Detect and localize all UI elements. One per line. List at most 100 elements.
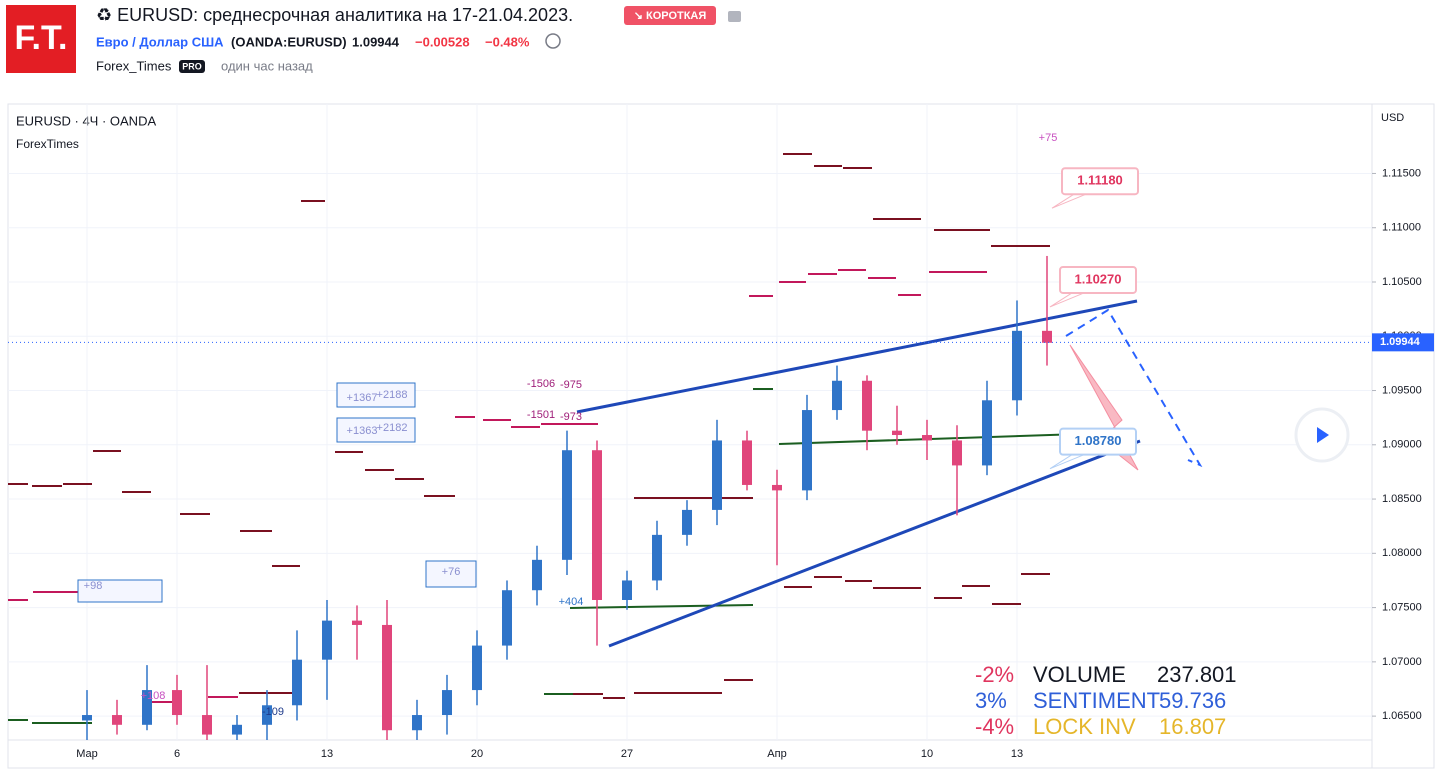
x-tick-label: 27 <box>621 748 633 760</box>
last-price-label: 1.09944 <box>1380 336 1421 348</box>
x-tick-label: Мар <box>76 748 98 760</box>
trend-line <box>608 439 1141 648</box>
candle-body <box>472 645 482 691</box>
logo-box <box>6 5 76 73</box>
y-tick-label: 1.10500 <box>1382 276 1422 288</box>
stat-change: -4% <box>975 714 1014 739</box>
note: +108 <box>141 690 166 702</box>
candle-body <box>772 484 782 491</box>
x-tick-label: 13 <box>1011 748 1023 760</box>
y-tick-label: 1.08500 <box>1382 493 1422 505</box>
symbol-name[interactable]: Евро / Доллар США <box>96 34 224 49</box>
y-tick-label: 1.11000 <box>1382 222 1421 234</box>
pro-bg <box>179 60 205 73</box>
axis-unit: USD <box>1381 112 1404 124</box>
candle-body <box>442 690 452 716</box>
candle-body <box>802 410 812 491</box>
candle-body <box>202 715 212 735</box>
candle-body <box>712 440 722 510</box>
candle-body <box>982 400 992 466</box>
stat-change: -2% <box>975 662 1014 687</box>
price-mark-box <box>1059 265 1137 294</box>
badge-bg <box>624 6 716 25</box>
y-tick-label: 1.07000 <box>1382 656 1422 668</box>
chart-subtitle: ForexTimes <box>16 137 79 151</box>
change-pct: −0.48% <box>485 34 530 49</box>
candle-body <box>82 715 92 721</box>
symbol-code[interactable]: (OANDA:EURUSD) <box>231 34 347 49</box>
candle-body <box>652 534 662 581</box>
note: +2188 <box>377 389 408 401</box>
x-tick-label: 20 <box>471 748 483 760</box>
candle-body <box>622 580 632 600</box>
pro-badge: PRO <box>182 61 202 71</box>
price-mark-label: 1.10270 <box>1075 271 1122 286</box>
lock-icon <box>728 11 741 22</box>
note-box <box>425 560 477 588</box>
note: -1501 <box>527 409 555 421</box>
stat-value: 59.736 <box>1159 688 1226 713</box>
note: -1506 <box>527 378 555 390</box>
candle-body <box>502 590 512 646</box>
candle-body <box>952 440 962 466</box>
stat-value: 237.801 <box>1157 662 1237 687</box>
candle-body <box>142 690 152 725</box>
candle-body <box>112 715 122 725</box>
candle-body <box>922 435 932 441</box>
y-tick-label: 1.11500 <box>1382 167 1421 179</box>
alert-icon[interactable] <box>545 33 561 49</box>
price-mark-label: 1.11180 <box>1077 173 1123 188</box>
stat-name: SENTIMENT <box>1033 688 1160 713</box>
price-mark-box <box>1061 167 1139 196</box>
candle-body <box>352 620 362 625</box>
candle-body <box>1042 330 1052 343</box>
candle-body <box>262 705 272 725</box>
candle-body <box>592 450 602 600</box>
note-box <box>77 579 163 603</box>
stat-name: VOLUME <box>1033 662 1126 687</box>
candle-body <box>382 624 392 731</box>
x-tick-label: 10 <box>921 748 933 760</box>
y-tick-label: 1.09000 <box>1382 439 1422 451</box>
time: один час назад <box>221 58 313 73</box>
note: +76 <box>442 566 461 578</box>
y-tick-label: 1.07500 <box>1382 601 1422 613</box>
stat-change: 3% <box>975 688 1007 713</box>
candle-body <box>892 430 902 436</box>
chart-title: EURUSD · 4Ч · OANDA <box>16 113 156 128</box>
stat-value: 16.807 <box>1159 714 1226 739</box>
chart-frame <box>7 103 1435 769</box>
note: -109 <box>262 706 284 718</box>
price-mark-tail <box>1049 292 1085 308</box>
x-tick-label: 6 <box>174 748 180 760</box>
x-tick-label: 13 <box>321 748 333 760</box>
idea-title: ♻ EURUSD: среднесрочная аналитика на 17-… <box>96 5 573 25</box>
stat-name: LOCK INV <box>1033 714 1136 739</box>
candle-body <box>682 509 692 535</box>
price-mark-box <box>1059 427 1137 456</box>
price-mark-label: 1.08780 <box>1075 433 1122 448</box>
trend-line <box>576 299 1138 414</box>
note: +404 <box>559 596 584 608</box>
author[interactable]: Forex_Times <box>96 58 172 73</box>
y-tick-label: 1.08000 <box>1382 547 1422 559</box>
change: −0.00528 <box>415 34 470 49</box>
y-tick-label: 1.06500 <box>1382 710 1422 722</box>
candle-body <box>412 715 422 731</box>
price-mark-tail <box>1051 193 1087 209</box>
note: -973 <box>560 411 582 423</box>
badge: ↘ КОРОТКАЯ <box>634 10 707 22</box>
note-box <box>336 382 416 408</box>
candle-body <box>532 559 542 591</box>
logo: F.T. <box>15 19 68 57</box>
candle-body <box>292 659 302 706</box>
price-mark-tail <box>1049 454 1085 470</box>
candle-body <box>562 450 572 560</box>
note-box <box>336 417 416 443</box>
last-price-bg <box>1372 333 1434 352</box>
candle-body <box>232 724 242 735</box>
note: +1363 <box>347 425 378 437</box>
candle-body <box>832 380 842 411</box>
